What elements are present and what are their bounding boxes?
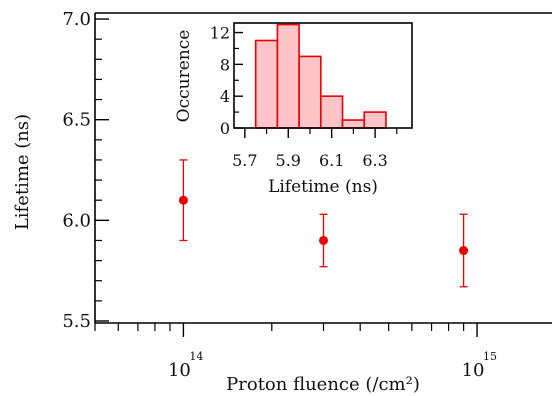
inset-x-tick-label: 6.1	[319, 151, 344, 170]
x-axis-title: Proton fluence (/cm²)	[226, 374, 420, 395]
data-point	[178, 195, 188, 205]
x-tick-label: 10	[168, 360, 191, 381]
histogram-bar	[341, 119, 366, 129]
histogram-bar	[254, 39, 279, 129]
histogram-bar	[276, 23, 300, 129]
inset-y-tick-label: 12	[210, 24, 230, 43]
histogram-bar	[298, 55, 322, 129]
inset-frame	[233, 22, 413, 129]
y-axis-title: Lifetime (ns)	[12, 114, 33, 230]
main-data-marks	[178, 159, 469, 288]
inset-x-tick-label: 5.7	[232, 151, 257, 170]
y-tick-label: 7.0	[62, 9, 91, 30]
y-tick-label: 5.5	[62, 311, 91, 332]
y-tick-label: 6.5	[62, 110, 91, 131]
inset-histogram: 0 4 8 12 5.7 5.9 6.1 6.3 Occurence Lifetime (ns…	[174, 22, 413, 197]
inset-y-tick-label: 0	[220, 119, 230, 138]
x-tick-exponent: 14	[189, 350, 203, 363]
inset-y-axis-title: Occurence	[174, 30, 194, 123]
histogram-bar	[363, 111, 387, 129]
data-point	[319, 235, 328, 245]
y-tick-label: 6.0	[62, 210, 91, 231]
inset-axes: 0 4 8 12 5.7 5.9 6.1 6.3	[210, 22, 413, 170]
x-tick-label: 10	[462, 360, 485, 381]
inset-x-tick-label: 6.3	[362, 151, 387, 170]
inset-x-tick-label: 5.9	[276, 151, 301, 170]
inset-y-tick-label: 4	[220, 87, 230, 106]
x-tick-exponent: 15	[483, 350, 497, 363]
inset-y-tick-label: 8	[220, 55, 230, 74]
data-point	[459, 246, 469, 256]
inset-x-axis-title: Lifetime (ns)	[268, 177, 378, 197]
histogram-bar	[320, 95, 344, 129]
